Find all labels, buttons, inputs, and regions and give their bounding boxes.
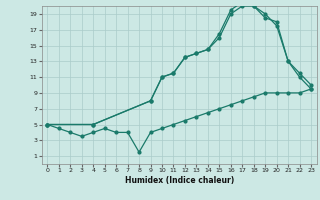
X-axis label: Humidex (Indice chaleur): Humidex (Indice chaleur) [124, 176, 234, 185]
